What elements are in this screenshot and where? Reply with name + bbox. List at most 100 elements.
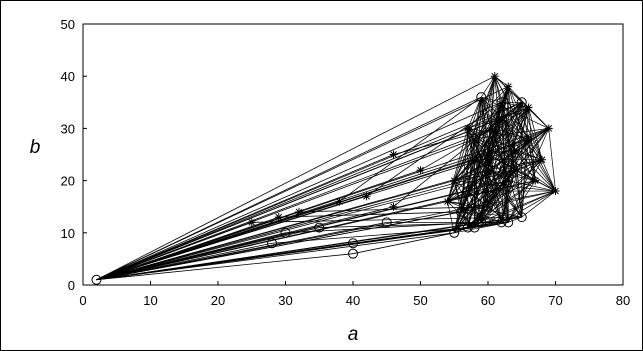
cluster-line <box>460 180 536 213</box>
star-marker <box>484 150 492 159</box>
trajectory-line <box>96 201 448 281</box>
trajectory-line <box>96 180 455 281</box>
trajectory-line <box>96 221 252 281</box>
cluster-line <box>514 128 550 171</box>
star-marker <box>389 150 398 159</box>
cluster-line <box>494 76 516 171</box>
circle-marker <box>267 238 277 249</box>
star-marker <box>524 134 533 143</box>
cluster-line <box>447 201 502 223</box>
cluster-line <box>447 180 536 202</box>
y-axis-ticks: 0 10 20 30 40 50 <box>61 17 87 293</box>
trajectory-line <box>96 159 475 281</box>
cluster-line <box>453 138 475 181</box>
cluster-line <box>460 211 522 218</box>
x-tick-label: 40 <box>346 293 360 308</box>
cluster-line <box>480 206 489 223</box>
cluster-line <box>447 102 502 202</box>
cluster-line <box>514 149 536 181</box>
cluster-line <box>453 96 482 181</box>
cluster-line <box>501 86 509 119</box>
trajectory-line <box>96 253 354 281</box>
cluster-line <box>487 190 556 208</box>
circle-marker <box>516 212 527 223</box>
cluster-line <box>508 216 522 223</box>
cluster-line <box>447 201 455 233</box>
cluster-line <box>480 76 496 98</box>
cluster-line <box>494 76 516 150</box>
trajectory-line <box>96 216 522 281</box>
circle-marker <box>462 186 473 197</box>
star-marker <box>450 176 459 185</box>
cluster-line <box>467 169 516 192</box>
cluster-line <box>487 159 543 171</box>
cluster-line <box>454 180 556 192</box>
circle-marker <box>469 222 480 233</box>
trajectory-line <box>96 75 495 281</box>
circle-marker <box>476 92 487 103</box>
cluster-line <box>514 170 523 218</box>
trajectory-line <box>96 138 529 281</box>
trajectory-line <box>96 154 394 281</box>
circle-marker <box>381 217 392 228</box>
cluster-line <box>494 76 556 192</box>
star-marker <box>497 113 506 122</box>
y-tick-label: 50 <box>61 17 75 32</box>
x-tick-label: 80 <box>616 293 630 308</box>
x-tick-label: 20 <box>211 293 225 308</box>
cluster-line <box>447 128 549 202</box>
y-tick-label: 40 <box>61 69 75 84</box>
x-tick-label: 70 <box>548 293 562 308</box>
cluster-line <box>467 96 482 129</box>
x-tick-label: 60 <box>481 293 495 308</box>
cluster-line <box>508 180 556 192</box>
cluster-line <box>453 86 509 181</box>
circle-marker <box>496 97 507 108</box>
trajectory-line <box>420 138 475 171</box>
cluster-line <box>474 102 502 160</box>
trajectory-lines <box>96 75 556 281</box>
cluster-line <box>487 86 509 155</box>
cluster-line <box>507 86 543 160</box>
y-axis-label: b <box>30 137 41 158</box>
circle-marker <box>449 227 460 238</box>
x-axis-ticks: 0 10 20 30 40 50 60 70 80 <box>79 281 630 308</box>
trajectory-line <box>352 227 468 244</box>
cluster-line <box>487 154 556 192</box>
circle-marker <box>503 175 514 186</box>
circle-marker <box>469 133 480 144</box>
cluster-line <box>467 128 556 192</box>
circle-marker <box>91 274 102 285</box>
x-axis-label: a <box>348 324 359 345</box>
x-tick-label: 30 <box>278 293 292 308</box>
star-marker <box>247 218 256 227</box>
trajectory-line <box>96 232 455 281</box>
trajectory-line <box>96 128 468 281</box>
cluster-line <box>480 102 502 223</box>
cluster-line <box>453 102 523 181</box>
circle-marker <box>510 144 520 155</box>
cluster-line <box>447 128 469 202</box>
trajectory-line <box>339 96 482 202</box>
trajectory-line <box>319 221 502 228</box>
trajectory-line <box>251 216 522 223</box>
cluster-line <box>501 117 529 140</box>
circle-marker <box>503 217 514 228</box>
star-marker <box>511 166 519 175</box>
star-marker <box>490 72 499 81</box>
cluster-line <box>481 96 502 103</box>
cluster-line <box>460 211 502 223</box>
circle-marker <box>516 97 527 108</box>
cluster-line <box>474 159 523 218</box>
cluster-line <box>454 107 529 181</box>
cluster-line <box>548 128 556 192</box>
y-tick-label: 20 <box>61 174 75 189</box>
cluster-line <box>514 169 536 181</box>
data-markers <box>91 72 560 285</box>
star-marker <box>362 192 371 201</box>
circle-marker <box>489 123 500 134</box>
cluster-line <box>447 154 489 202</box>
star-marker <box>295 207 303 216</box>
star-marker <box>443 197 452 206</box>
